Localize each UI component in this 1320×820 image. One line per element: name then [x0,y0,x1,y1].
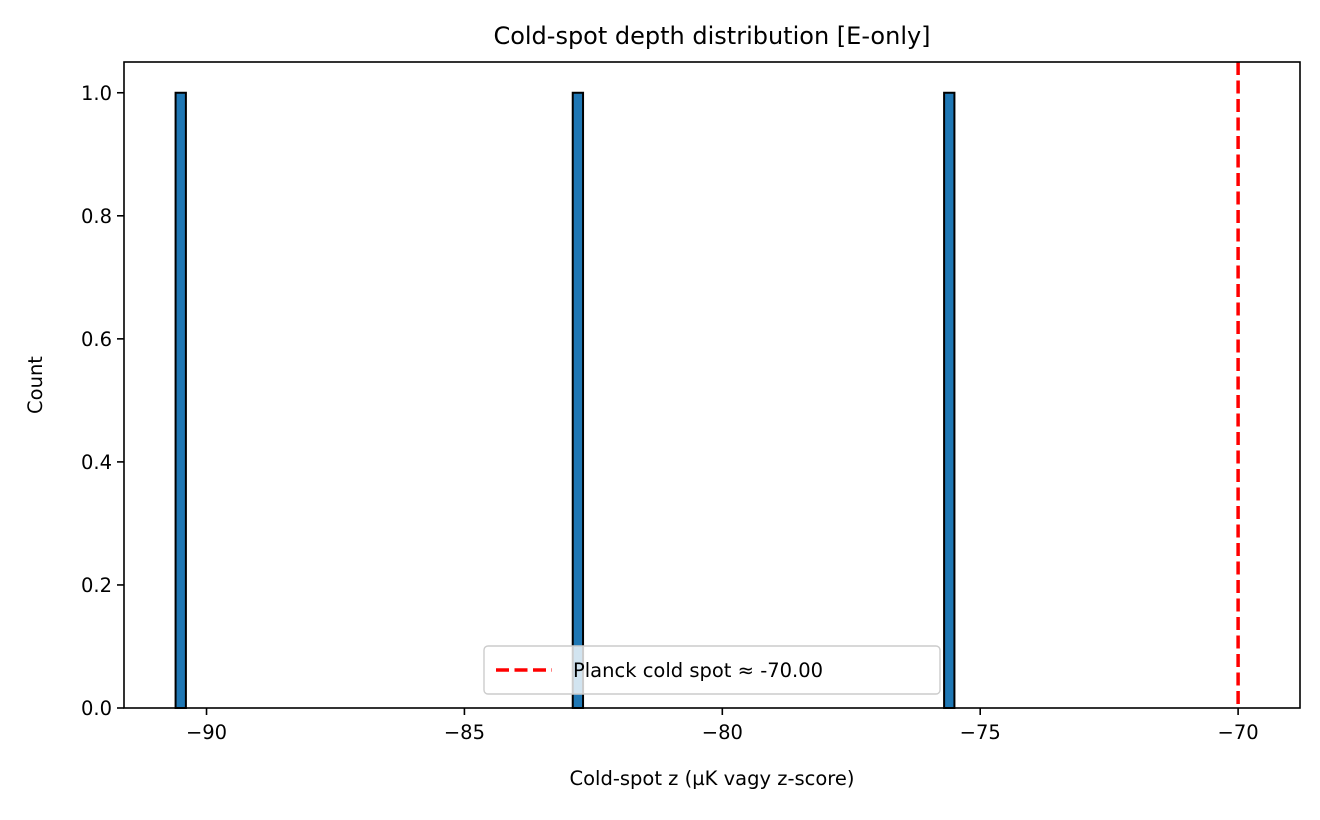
x-tick-label: −85 [444,721,485,744]
y-axis-label: Count [24,356,47,414]
y-tick-label: 0.8 [81,205,112,228]
legend-box [483,645,941,695]
y-tick-label: 0.4 [81,451,112,474]
x-tick-label: −90 [186,721,227,744]
x-tick-label: −75 [960,721,1001,744]
x-tick-label: −80 [702,721,743,744]
histogram-bar-1 [174,91,187,709]
legend-label: Planck cold spot ≈ -70.00 [573,659,823,682]
y-ticks-layer: 0.0 0.2 0.4 0.6 0.8 1.0 [81,82,124,720]
legend: Planck cold spot ≈ -70.00 [483,645,941,695]
x-tick-label: −70 [1218,721,1259,744]
y-tick-label: 0.6 [81,328,112,351]
chart-title: Cold-spot depth distribution [E-only] [493,22,930,50]
y-tick-label: 1.0 [81,82,112,105]
y-tick-label: 0.0 [81,697,112,720]
y-tick-label: 0.2 [81,574,112,597]
axes-frame [123,61,1301,709]
x-axis-label: Cold-spot z (µK vagy z-score) [569,767,854,790]
x-ticks-layer: −90 −85 −80 −75 −70 [186,708,1259,744]
histogram-bar-2 [571,91,585,709]
histogram-bar-3 [943,91,956,709]
